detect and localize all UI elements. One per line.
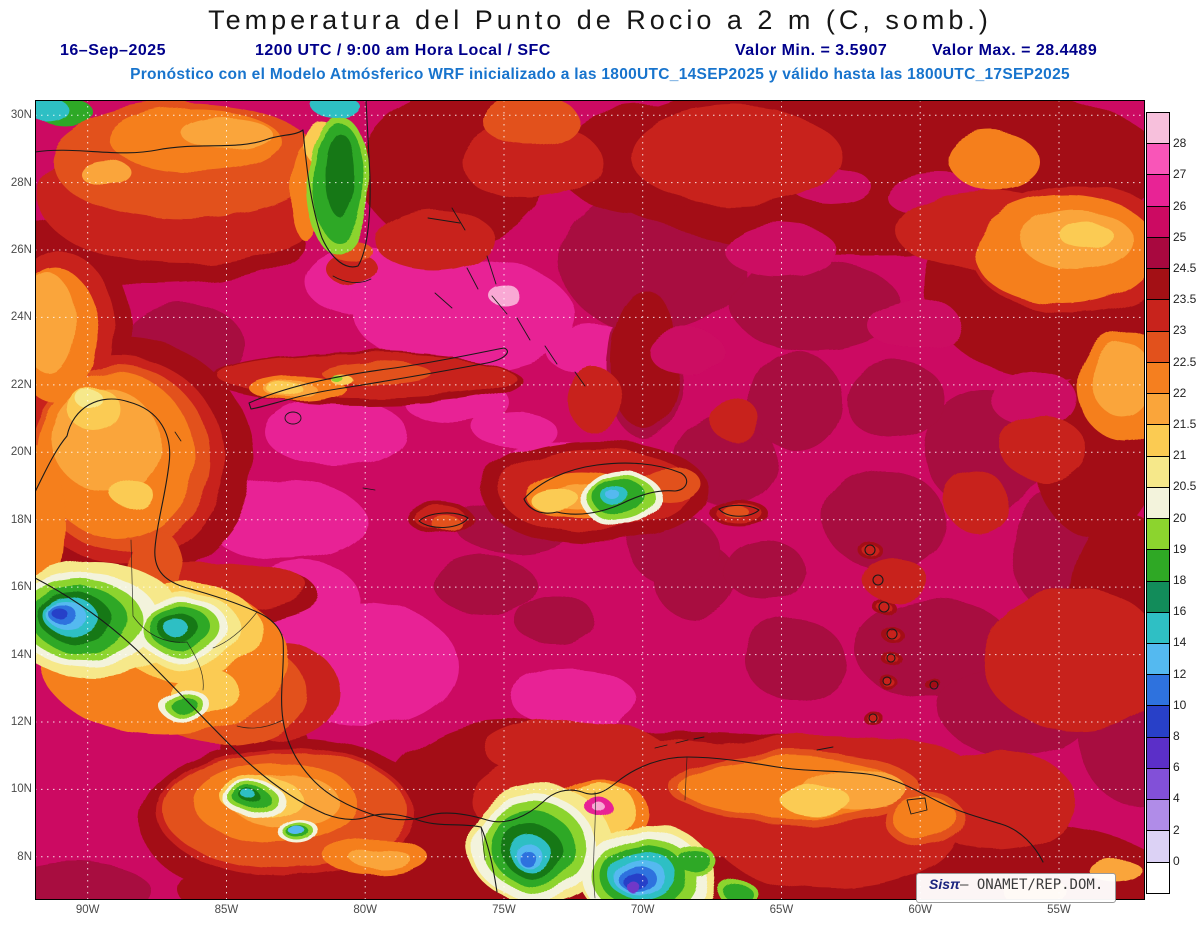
colorbar-label: 10 — [1173, 697, 1187, 712]
colorbar-swatch — [1147, 800, 1169, 832]
value-max: Valor Max. = 28.4489 — [932, 42, 1098, 59]
colorbar-label: 4 — [1173, 791, 1180, 806]
lat-tick-label: 8N — [17, 850, 32, 863]
lat-tick-label: 22N — [10, 378, 32, 391]
map-area — [0, 75, 1195, 927]
lat-tick-label: 12N — [10, 715, 32, 728]
colorbar-swatch — [1147, 456, 1169, 488]
colorbar-label: 26 — [1173, 198, 1187, 213]
colorbar-label: 6 — [1173, 760, 1180, 775]
colorbar-label: 21.5 — [1173, 417, 1197, 431]
watermark-brand: Sisπ — [929, 876, 960, 892]
colorbar-swatch — [1147, 706, 1169, 738]
colorbar-label: 8 — [1173, 729, 1180, 743]
colorbar-label: 23 — [1173, 323, 1187, 338]
colorbar-label: 22.5 — [1173, 354, 1197, 369]
lon-tick-label: 55W — [1047, 904, 1071, 916]
colorbar-swatch — [1147, 737, 1169, 769]
colorbar-label: 18 — [1173, 573, 1187, 587]
colorbar-swatch — [1147, 612, 1169, 644]
colorbar-swatch — [1147, 581, 1169, 613]
colorbar-swatch — [1147, 768, 1169, 801]
lat-tick-label: 18N — [10, 513, 32, 526]
lat-tick-label: 10N — [10, 783, 32, 796]
colorbar-label: 23.5 — [1173, 292, 1197, 307]
lon-tick-label: 90W — [75, 904, 100, 916]
lon-tick-label: 70W — [630, 904, 655, 916]
colorbar-swatch — [1147, 300, 1169, 332]
colorbar-swatch — [1147, 550, 1169, 582]
colorbar-label: 22 — [1173, 385, 1187, 400]
colorbar-label: 12 — [1173, 666, 1187, 681]
map-field-svg — [0, 75, 1195, 927]
colorbar-swatch — [1147, 519, 1169, 551]
colorbar-label: 24.5 — [1173, 261, 1197, 275]
colorbar-label: 14 — [1173, 635, 1187, 650]
colorbar-swatch — [1147, 862, 1169, 893]
colorbar-label: 27 — [1173, 167, 1187, 182]
lon-tick-label: 65W — [769, 904, 794, 916]
lon-tick-label: 75W — [492, 904, 516, 916]
colorbar-swatch — [1147, 362, 1169, 395]
valid-time: 1200 UTC / 9:00 am Hora Local / SFC — [255, 42, 551, 59]
colorbar-swatch — [1147, 643, 1169, 676]
colorbar-label: 28 — [1173, 136, 1187, 151]
lon-tick-label: 85W — [214, 904, 239, 916]
colorbar — [1146, 112, 1170, 894]
grid-layer — [35, 100, 1145, 900]
watermark-badge: Sisπ– ONAMET/REP.DOM. — [916, 873, 1117, 903]
lat-tick-label: 28N — [10, 176, 32, 189]
colorbar-label: 20 — [1173, 510, 1187, 525]
watermark-text: – ONAMET/REP.DOM. — [959, 877, 1104, 893]
colorbar-swatch — [1147, 425, 1169, 457]
field-layer — [0, 75, 1195, 927]
colorbar-label: 0 — [1173, 853, 1180, 868]
lat-tick-label: 26N — [10, 244, 32, 257]
colorbar-swatch — [1147, 206, 1169, 238]
colorbar-label: 16 — [1173, 604, 1187, 619]
lat-tick-label: 30N — [10, 109, 32, 122]
colorbar-swatch — [1147, 675, 1169, 707]
lat-tick-label: 16N — [10, 581, 32, 594]
colorbar-swatch — [1147, 144, 1169, 176]
colorbar-label: 21 — [1173, 448, 1187, 463]
forecast-info: Pronóstico con el Modelo Atmósferico WRF… — [130, 66, 1070, 83]
value-min: Valor Min. = 3.5907 — [735, 42, 888, 59]
colorbar-swatch — [1147, 831, 1169, 863]
colorbar-label: 25 — [1173, 229, 1187, 244]
coastline-layer — [34, 99, 1044, 899]
lon-tick-label: 60W — [908, 904, 933, 916]
colorbar-swatch — [1147, 394, 1169, 426]
colorbar-swatch — [1147, 175, 1169, 207]
lat-tick-label: 14N — [10, 648, 32, 661]
colorbar-label: 19 — [1173, 541, 1187, 556]
lat-tick-label: 24N — [10, 311, 32, 324]
colorbar-swatch — [1147, 331, 1169, 363]
colorbar-label: 2 — [1173, 822, 1180, 837]
page-title: Temperatura del Punto de Rocio a 2 m (C,… — [208, 5, 992, 35]
lat-tick-label: 20N — [10, 446, 32, 459]
colorbar-swatch — [1147, 487, 1169, 520]
colorbar-swatch — [1147, 237, 1169, 270]
run-date: 16–Sep–2025 — [60, 42, 167, 59]
colorbar-swatch — [1147, 113, 1169, 145]
colorbar-label: 20.5 — [1173, 479, 1197, 494]
colorbar-swatch — [1147, 269, 1169, 301]
lon-tick-label: 80W — [353, 904, 378, 916]
